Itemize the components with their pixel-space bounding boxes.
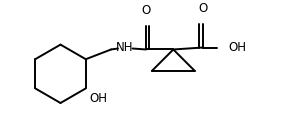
Text: NH: NH	[116, 41, 134, 54]
Text: O: O	[142, 4, 151, 17]
Text: OH: OH	[90, 92, 108, 105]
Text: OH: OH	[229, 41, 247, 54]
Text: O: O	[198, 2, 207, 15]
